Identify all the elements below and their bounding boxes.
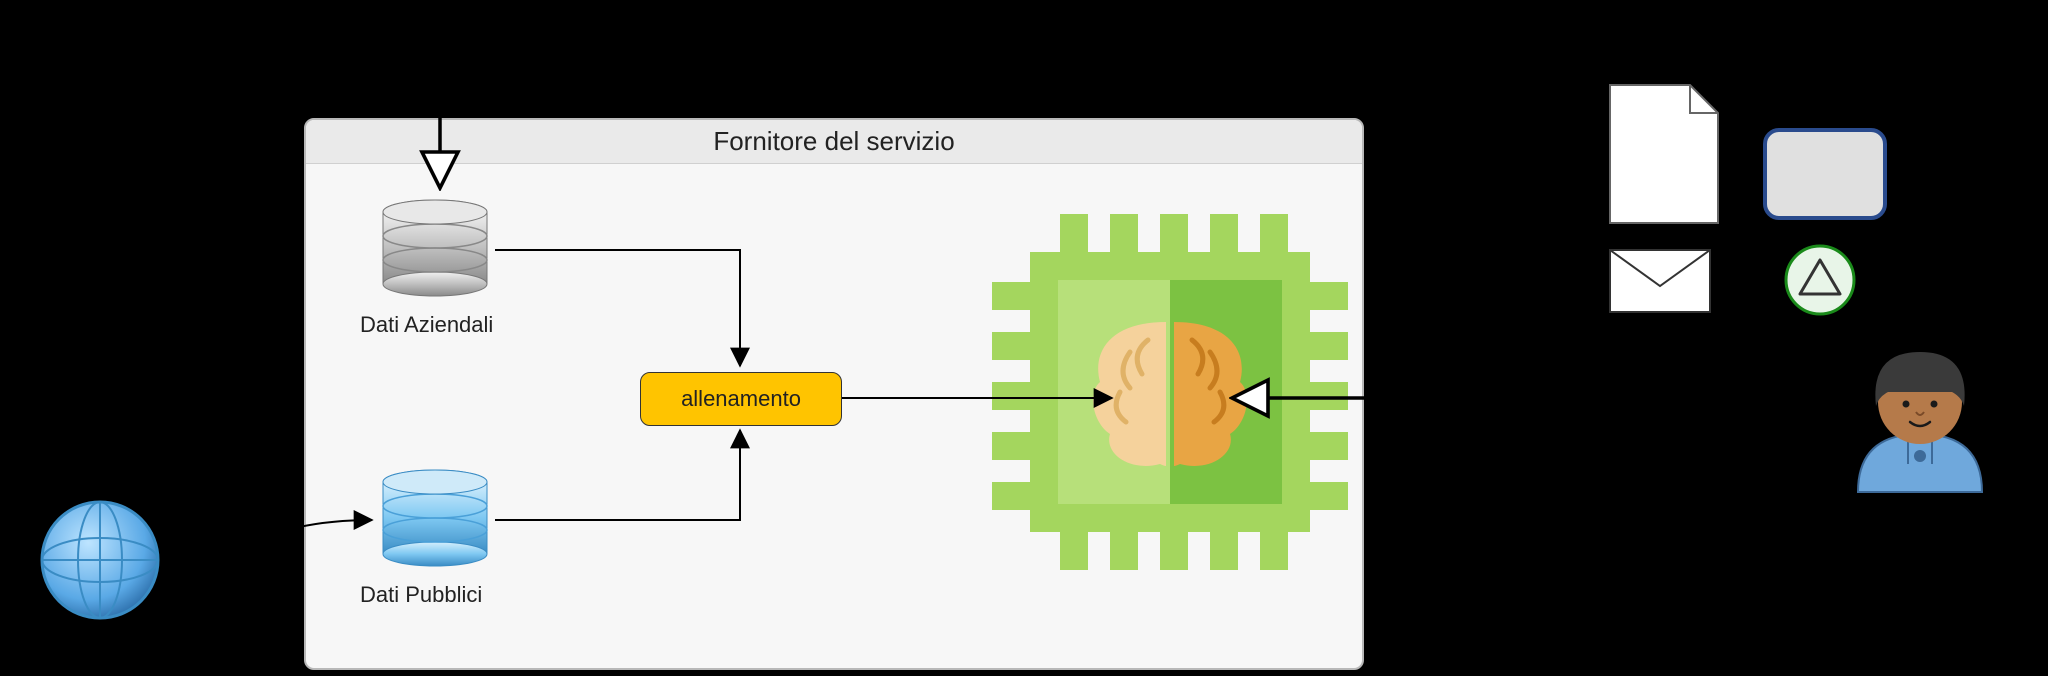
label-dati-pubblici: Dati Pubblici xyxy=(360,582,482,608)
training-process: allenamento xyxy=(640,372,842,426)
mail-icon xyxy=(1610,250,1710,312)
container-title: Fornitore del servizio xyxy=(306,120,1362,164)
training-label: allenamento xyxy=(681,386,801,412)
documents-cluster xyxy=(1610,85,1885,314)
shape-circle-triangle-icon xyxy=(1786,246,1854,314)
label-dati-aziendali: Dati Aziendali xyxy=(360,312,493,338)
document-page-icon xyxy=(1610,85,1718,223)
screen-icon xyxy=(1765,130,1885,218)
globe-icon xyxy=(42,502,158,618)
user-icon xyxy=(1858,352,1982,492)
